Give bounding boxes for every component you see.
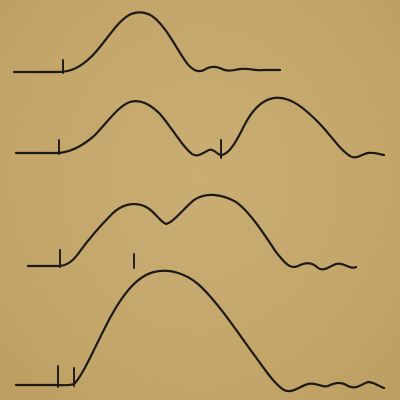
trace-3 — [26, 193, 358, 271]
trace-3-curve — [26, 193, 358, 271]
trace-4-curve — [14, 269, 386, 393]
trace-2-curve — [14, 96, 386, 159]
trace-1 — [12, 11, 282, 74]
trace-4 — [14, 269, 386, 393]
trace-1-curve — [12, 11, 282, 74]
trace-2 — [14, 96, 386, 159]
